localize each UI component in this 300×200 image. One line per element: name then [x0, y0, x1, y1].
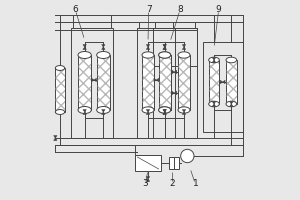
Bar	[159, 55, 171, 110]
Polygon shape	[146, 110, 150, 112]
Bar	[153, 28, 197, 138]
Polygon shape	[172, 70, 174, 74]
Polygon shape	[83, 45, 86, 47]
Polygon shape	[146, 45, 150, 47]
Bar	[97, 55, 110, 110]
Bar	[142, 55, 154, 110]
Polygon shape	[230, 102, 233, 104]
Polygon shape	[102, 47, 105, 49]
Polygon shape	[102, 45, 105, 47]
Ellipse shape	[159, 107, 171, 113]
Polygon shape	[163, 110, 166, 112]
Text: 1: 1	[193, 180, 198, 188]
Polygon shape	[146, 47, 150, 49]
Ellipse shape	[142, 107, 154, 113]
Bar	[169, 157, 174, 169]
Polygon shape	[54, 138, 57, 140]
Polygon shape	[182, 45, 186, 47]
Polygon shape	[102, 112, 105, 114]
Bar	[71, 28, 113, 138]
Text: 9: 9	[216, 5, 221, 15]
Polygon shape	[146, 177, 150, 179]
Polygon shape	[174, 70, 177, 74]
Circle shape	[181, 149, 194, 163]
Polygon shape	[230, 104, 233, 106]
Bar	[153, 28, 197, 66]
Bar	[97, 55, 110, 110]
Polygon shape	[146, 179, 150, 181]
Bar	[142, 55, 154, 110]
Polygon shape	[172, 91, 174, 95]
Bar	[226, 60, 237, 104]
Polygon shape	[212, 102, 216, 104]
Polygon shape	[83, 47, 86, 49]
Polygon shape	[163, 45, 166, 47]
Polygon shape	[163, 47, 166, 49]
Ellipse shape	[178, 52, 190, 58]
Bar	[203, 42, 243, 132]
Bar	[159, 55, 171, 110]
Bar	[55, 68, 65, 112]
Polygon shape	[156, 78, 159, 82]
Polygon shape	[94, 78, 96, 82]
Ellipse shape	[55, 66, 65, 70]
Bar	[55, 68, 65, 112]
Ellipse shape	[226, 101, 237, 107]
Polygon shape	[154, 78, 156, 82]
Bar	[226, 60, 237, 104]
Ellipse shape	[97, 51, 110, 58]
Ellipse shape	[178, 107, 190, 113]
Text: 7: 7	[146, 5, 152, 15]
Polygon shape	[220, 80, 223, 84]
Polygon shape	[92, 78, 94, 82]
Polygon shape	[163, 112, 166, 114]
Polygon shape	[83, 110, 86, 112]
Ellipse shape	[159, 52, 171, 58]
Polygon shape	[163, 47, 166, 49]
Polygon shape	[182, 47, 186, 49]
Text: 8: 8	[177, 5, 183, 15]
Polygon shape	[212, 60, 216, 62]
Ellipse shape	[78, 51, 91, 58]
Polygon shape	[182, 110, 186, 112]
Bar	[209, 60, 219, 104]
Ellipse shape	[78, 107, 91, 114]
Polygon shape	[163, 45, 166, 47]
Polygon shape	[212, 58, 216, 60]
Polygon shape	[83, 112, 86, 114]
Bar	[137, 28, 175, 138]
Ellipse shape	[55, 110, 65, 114]
Text: 6: 6	[73, 5, 78, 15]
Polygon shape	[223, 80, 225, 84]
Polygon shape	[54, 136, 57, 138]
Polygon shape	[182, 112, 186, 114]
Bar	[159, 55, 171, 110]
Polygon shape	[174, 91, 177, 95]
Ellipse shape	[159, 107, 171, 113]
Text: 2: 2	[170, 180, 176, 188]
Polygon shape	[102, 110, 105, 112]
Ellipse shape	[209, 57, 219, 63]
Bar	[78, 55, 91, 110]
Bar	[159, 55, 171, 110]
Bar	[174, 157, 179, 169]
Bar	[78, 55, 91, 110]
Polygon shape	[163, 110, 166, 112]
Ellipse shape	[159, 52, 171, 58]
Polygon shape	[146, 112, 150, 114]
Bar	[135, 155, 161, 171]
Bar	[209, 60, 219, 104]
Bar	[178, 55, 190, 110]
Ellipse shape	[226, 57, 237, 63]
Polygon shape	[163, 112, 166, 114]
Bar	[178, 55, 190, 110]
Ellipse shape	[142, 52, 154, 58]
Ellipse shape	[97, 107, 110, 114]
Polygon shape	[212, 104, 216, 106]
Ellipse shape	[209, 101, 219, 107]
Text: 3: 3	[142, 180, 148, 188]
